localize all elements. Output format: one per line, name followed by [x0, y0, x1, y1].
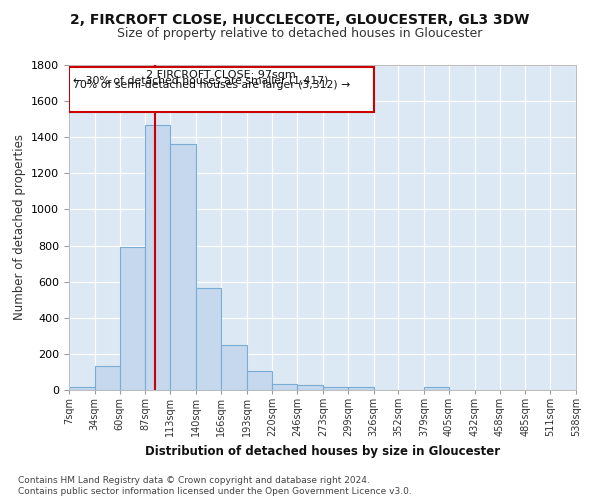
X-axis label: Distribution of detached houses by size in Gloucester: Distribution of detached houses by size … — [145, 444, 500, 458]
Bar — [69, 387, 95, 390]
Bar — [272, 384, 297, 390]
Bar — [196, 288, 221, 390]
Text: Contains public sector information licensed under the Open Government Licence v3: Contains public sector information licen… — [18, 488, 412, 496]
Bar — [348, 388, 374, 390]
Bar — [323, 388, 348, 390]
Text: 70% of semi-detached houses are larger (3,312) →: 70% of semi-detached houses are larger (… — [73, 80, 350, 90]
Bar — [221, 346, 247, 390]
Bar — [95, 366, 119, 390]
Text: 2 FIRCROFT CLOSE: 97sqm: 2 FIRCROFT CLOSE: 97sqm — [146, 70, 296, 80]
Bar — [297, 386, 323, 390]
Text: ← 30% of detached houses are smaller (1,417): ← 30% of detached houses are smaller (1,… — [73, 76, 328, 86]
Bar — [145, 124, 170, 390]
FancyBboxPatch shape — [69, 67, 374, 112]
Y-axis label: Number of detached properties: Number of detached properties — [13, 134, 26, 320]
Bar — [119, 248, 145, 390]
Text: Size of property relative to detached houses in Gloucester: Size of property relative to detached ho… — [118, 28, 482, 40]
Text: Contains HM Land Registry data © Crown copyright and database right 2024.: Contains HM Land Registry data © Crown c… — [18, 476, 370, 485]
Bar — [170, 144, 196, 390]
Bar — [247, 370, 272, 390]
Bar — [424, 387, 449, 390]
Text: 2, FIRCROFT CLOSE, HUCCLECOTE, GLOUCESTER, GL3 3DW: 2, FIRCROFT CLOSE, HUCCLECOTE, GLOUCESTE… — [70, 12, 530, 26]
